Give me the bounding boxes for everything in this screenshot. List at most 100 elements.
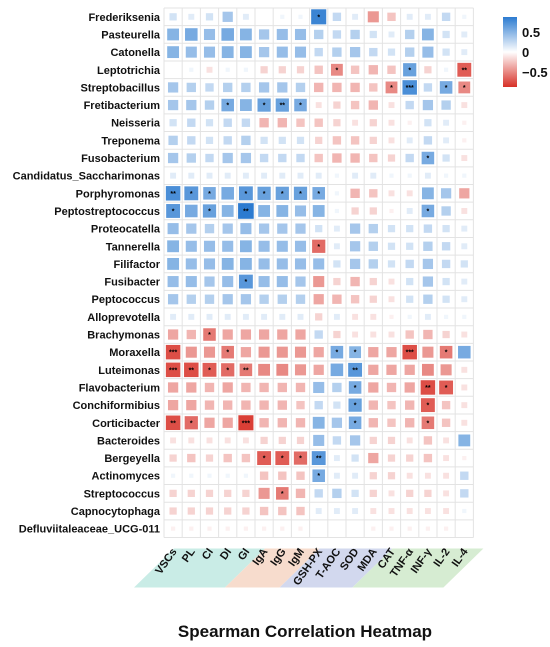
significance-marker: ** <box>243 208 249 215</box>
heatmap-cell <box>335 527 339 530</box>
heatmap-cell <box>239 28 252 41</box>
significance-marker: ** <box>316 456 322 463</box>
heatmap-cell <box>239 258 252 270</box>
heatmap-cell <box>368 364 379 375</box>
heatmap-cell <box>189 473 194 478</box>
heatmap-cell <box>442 225 450 233</box>
heatmap-cell <box>350 65 360 74</box>
heatmap-cell <box>169 13 177 21</box>
heatmap-cell <box>167 99 179 111</box>
heatmap-cell <box>349 241 361 252</box>
heatmap-cell <box>185 240 197 252</box>
heatmap-cell <box>333 330 341 339</box>
heatmap-cell <box>388 137 395 144</box>
heatmap-cell <box>333 101 341 109</box>
heatmap-cell <box>242 489 250 497</box>
heatmap-cell <box>257 451 272 466</box>
heatmap-cell <box>241 118 251 127</box>
significance-marker: * <box>299 456 302 463</box>
heatmap-cell <box>311 451 326 466</box>
heatmap-cell <box>406 190 413 197</box>
heatmap-cell <box>257 98 271 112</box>
heatmap-cell <box>294 240 307 252</box>
significance-marker: * <box>354 350 357 357</box>
row-label: Leptotrichia <box>97 65 161 77</box>
heatmap-cell <box>368 452 379 464</box>
heatmap-cell <box>369 47 378 57</box>
heatmap-cell <box>276 28 288 41</box>
heatmap-cell <box>369 436 377 445</box>
heatmap-cell <box>186 223 197 234</box>
heatmap-cell <box>313 294 324 305</box>
heatmap-cell <box>315 508 322 514</box>
heatmap-cell <box>368 223 378 234</box>
heatmap-cell <box>167 152 179 164</box>
heatmap-cell <box>188 437 195 444</box>
heatmap-cell <box>187 489 195 497</box>
heatmap-cell <box>348 416 362 430</box>
significance-marker: ** <box>170 420 176 427</box>
heatmap-cell <box>186 82 196 93</box>
significance-marker: * <box>427 208 430 215</box>
heatmap-cell <box>221 98 234 112</box>
row-label: Conchiformibius <box>73 400 160 412</box>
heatmap-cell <box>298 14 303 19</box>
heatmap-cell <box>184 416 198 430</box>
heatmap-cell <box>406 225 414 233</box>
heatmap-cell <box>422 346 434 358</box>
heatmap-cell <box>205 507 214 515</box>
heatmap-cell <box>314 153 323 163</box>
heatmap-cell <box>259 471 269 480</box>
row-label: Moraxella <box>109 347 161 359</box>
heatmap-cell <box>277 382 287 393</box>
heatmap-cell <box>333 243 340 250</box>
heatmap-cell <box>387 472 396 480</box>
heatmap-cell <box>462 120 467 125</box>
heatmap-cell <box>184 362 199 378</box>
heatmap-cell <box>314 82 324 93</box>
significance-marker: * <box>281 191 284 198</box>
heatmap-cell <box>462 314 467 319</box>
heatmap-cell <box>224 313 231 320</box>
heatmap-cell <box>405 29 415 40</box>
heatmap-cell <box>204 382 215 393</box>
heatmap-cell <box>368 400 378 410</box>
heatmap-cell <box>258 240 270 252</box>
row-label: Bergeyella <box>104 453 161 465</box>
heatmap-cell <box>238 203 254 219</box>
heatmap-cell <box>402 80 417 95</box>
heatmap-cell <box>349 435 361 446</box>
heatmap-cell <box>440 364 452 376</box>
row-label: Peptococcus <box>92 294 160 306</box>
heatmap-cell <box>441 12 451 22</box>
significance-marker: * <box>281 491 284 498</box>
heatmap-cell <box>370 172 377 179</box>
heatmap-cell <box>167 240 180 253</box>
heatmap-cell <box>406 454 414 462</box>
heatmap-cell <box>463 527 466 530</box>
heatmap-cell <box>165 362 181 378</box>
heatmap-cell <box>351 207 359 215</box>
significance-marker: * <box>208 367 211 374</box>
heatmap-cell <box>278 436 286 445</box>
heatmap-cell <box>295 276 306 287</box>
heatmap-cell <box>406 208 413 214</box>
heatmap-cell <box>276 46 288 58</box>
significance-marker: * <box>445 385 448 392</box>
legend-tick-label: −0.5 <box>522 65 548 80</box>
heatmap-cell <box>352 119 359 126</box>
heatmap-cell <box>388 508 395 514</box>
heatmap-cell <box>189 67 194 72</box>
significance-marker: * <box>427 420 430 427</box>
heatmap-cell <box>314 118 323 127</box>
row-label: Defluviitaleaceae_UCG-011 <box>19 524 160 536</box>
heatmap-cell <box>352 172 359 179</box>
heatmap-cell <box>368 259 378 269</box>
heatmap-cell <box>185 276 197 288</box>
significance-marker: ** <box>425 385 431 392</box>
heatmap-cell <box>186 99 197 111</box>
heatmap-cell <box>406 13 413 20</box>
heatmap-cell <box>258 29 270 40</box>
heatmap-cell <box>223 453 232 463</box>
heatmap-cell <box>462 14 467 19</box>
